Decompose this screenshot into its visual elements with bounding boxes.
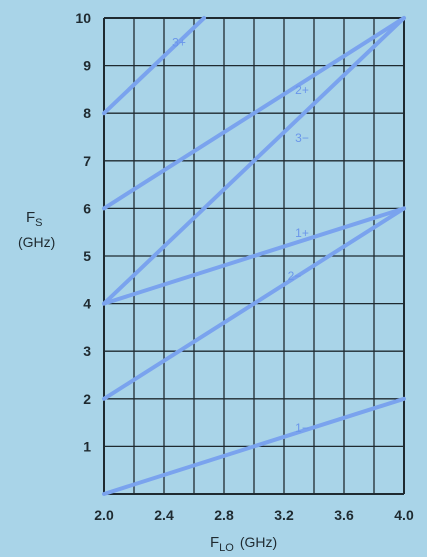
y-tick-label: 2 (83, 391, 91, 407)
x-axis-title-unit: (GHz) (240, 534, 277, 550)
series-labels: 3+ 2+ 3− 1+ 2− 1− (172, 36, 309, 436)
x-axis-title-main: F (210, 534, 219, 551)
y-axis-unit: (GHz) (18, 234, 55, 250)
x-tick-label: 2.0 (94, 507, 114, 523)
series-label: 1+ (295, 226, 309, 240)
x-axis-title: FLO (GHz) (210, 534, 277, 554)
tick-labels: 1 2 3 4 5 6 7 8 9 10 2.0 2.4 2.8 3.2 3.6 4.0 (75, 10, 414, 523)
series-lines (102, 16, 406, 496)
y-tick-label: 3 (83, 343, 91, 359)
series-line (102, 206, 406, 401)
y-axis-title: FS (26, 209, 43, 229)
y-tick-label: 9 (83, 58, 91, 74)
series-label: 1− (295, 421, 309, 435)
y-axis-title-sub: S (35, 217, 42, 229)
series-line (102, 396, 406, 496)
x-tick-label: 2.4 (154, 507, 174, 523)
series-label: 2− (288, 269, 302, 283)
series-label: 2+ (295, 83, 309, 97)
x-tick-label: 3.6 (334, 507, 354, 523)
y-tick-label: 7 (83, 153, 91, 169)
y-tick-label: 8 (83, 105, 91, 121)
x-tick-label: 2.8 (214, 507, 234, 523)
series-line (102, 16, 406, 306)
series-label: 3− (295, 131, 309, 145)
y-tick-label: 6 (83, 200, 91, 216)
x-tick-label: 3.2 (274, 507, 294, 523)
y-tick-label: 10 (75, 10, 91, 26)
y-tick-label: 5 (83, 248, 91, 264)
y-axis-title-main: F (26, 209, 35, 226)
series-line (102, 16, 207, 116)
series-line (102, 16, 406, 211)
x-tick-label: 4.0 (394, 507, 414, 523)
y-tick-label: 1 (83, 438, 91, 454)
series-label: 3+ (172, 36, 186, 50)
y-tick-label: 4 (83, 296, 91, 312)
series-line (102, 206, 406, 306)
x-axis-title-sub: LO (219, 542, 234, 554)
